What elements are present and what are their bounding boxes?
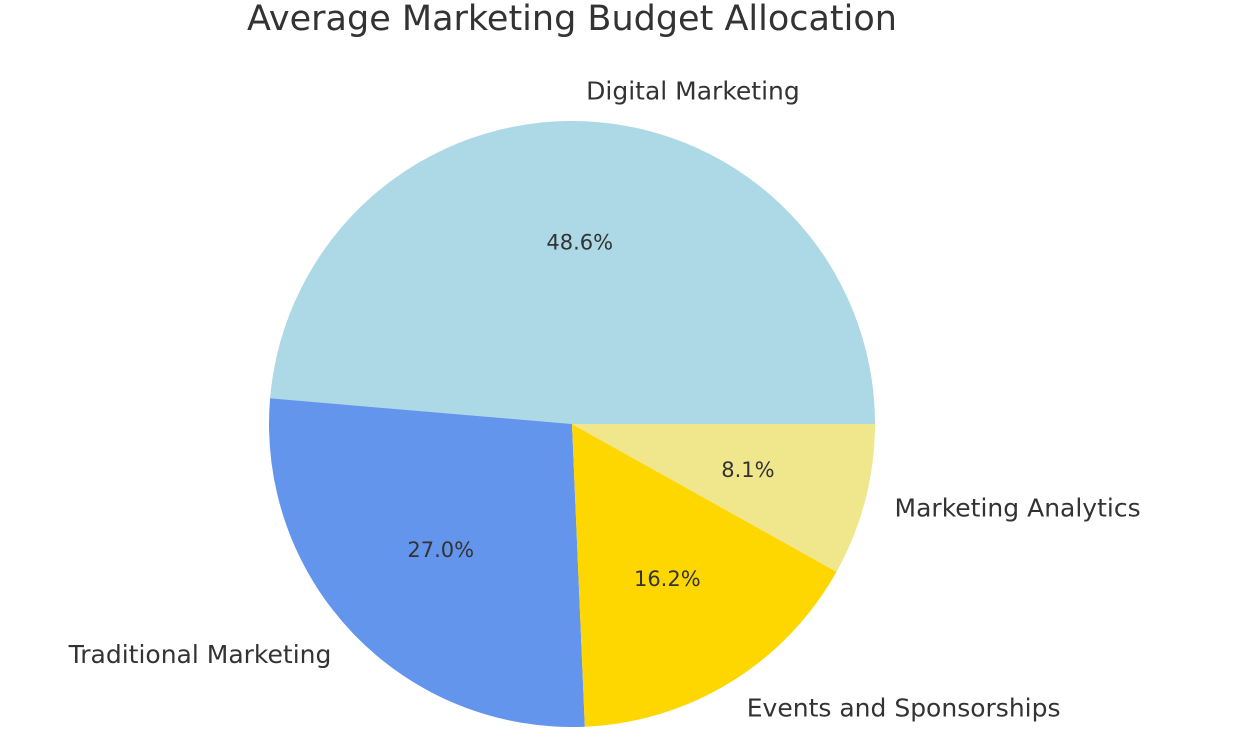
slice-events-and-sponsorships bbox=[572, 424, 837, 727]
pct-label-traditional-marketing: 27.0% bbox=[407, 538, 474, 562]
pct-label-digital-marketing: 48.6% bbox=[546, 230, 613, 254]
pct-label-events-and-sponsorships: 16.2% bbox=[634, 567, 701, 591]
label-events-and-sponsorships: Events and Sponsorships bbox=[747, 693, 1061, 722]
slice-marketing-analytics bbox=[572, 424, 875, 572]
chart-title: Average Marketing Budget Allocation bbox=[247, 0, 897, 39]
label-marketing-analytics: Marketing Analytics bbox=[895, 493, 1141, 522]
slice-traditional-marketing bbox=[268, 398, 585, 728]
pie-slices bbox=[268, 120, 876, 728]
slice-labels: Digital Marketing Traditional Marketing Ev… bbox=[68, 77, 1141, 723]
label-traditional-marketing: Traditional Marketing bbox=[68, 640, 332, 669]
slice-digital-marketing bbox=[270, 120, 876, 424]
pct-label-marketing-analytics: 8.1% bbox=[721, 458, 774, 482]
percentage-labels: 48.6% 27.0% 16.2% 8.1% bbox=[407, 230, 774, 590]
label-digital-marketing: Digital Marketing bbox=[586, 77, 800, 106]
